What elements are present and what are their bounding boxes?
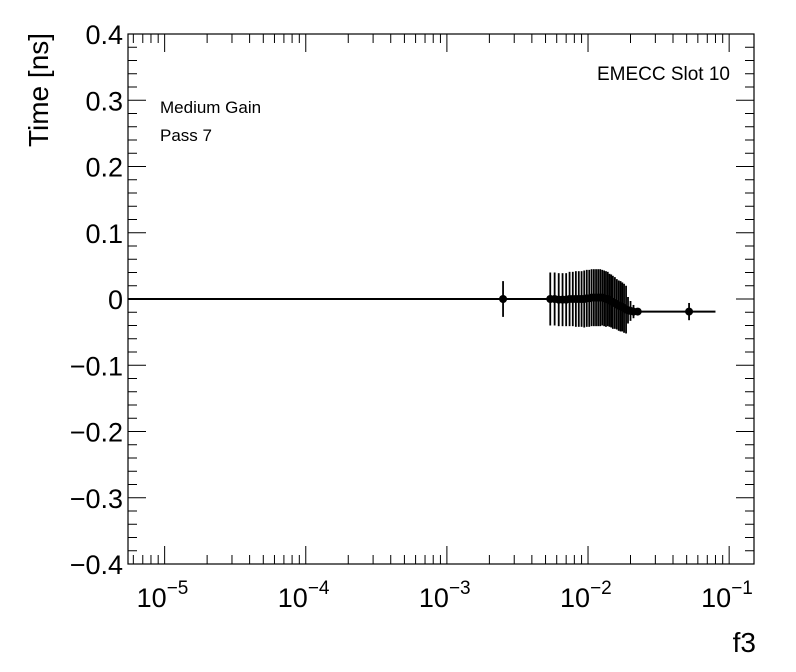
x-tick-label: 10−4 — [278, 578, 330, 613]
major-ticks — [128, 33, 754, 565]
y-axis-title: Time [ns] — [23, 33, 54, 147]
slot-label: EMECC Slot 10 — [597, 64, 730, 85]
data-point — [685, 302, 694, 321]
y-tick-label: −0.1 — [70, 351, 123, 381]
y-tick-label: −0.2 — [70, 418, 123, 448]
x-tick-label: 10−3 — [419, 578, 471, 613]
x-axis-title: f3 — [733, 627, 756, 658]
data-points-layer — [499, 269, 694, 334]
y-tick-label: 0.1 — [85, 219, 123, 249]
y-tick-labels: −0.4 −0.3 −0.2 −0.1 0 0.1 0.2 0.3 0.4 — [70, 20, 123, 580]
y-tick-label: 0 — [108, 285, 123, 315]
y-tick-label: 0.2 — [85, 153, 123, 183]
x-tick-labels: 10−5 10−4 10−3 10−2 10−1 — [137, 578, 753, 613]
point-marker — [685, 307, 694, 316]
y-tick-label: 0.4 — [85, 20, 123, 50]
x-tick-label: 10−5 — [137, 578, 189, 613]
gain-label: Medium Gain — [160, 98, 261, 117]
y-tick-label: −0.3 — [70, 484, 123, 514]
point-marker — [499, 295, 508, 303]
point-marker — [633, 307, 642, 316]
pass-label: Pass 7 — [160, 126, 212, 145]
data-point — [633, 307, 642, 316]
y-tick-label: 0.3 — [85, 86, 123, 116]
y-tick-label: −0.4 — [70, 550, 123, 580]
minor-ticks — [128, 34, 754, 564]
x-tick-label: 10−2 — [560, 578, 612, 613]
data-point — [499, 281, 508, 317]
x-tick-label: 10−1 — [701, 578, 753, 613]
